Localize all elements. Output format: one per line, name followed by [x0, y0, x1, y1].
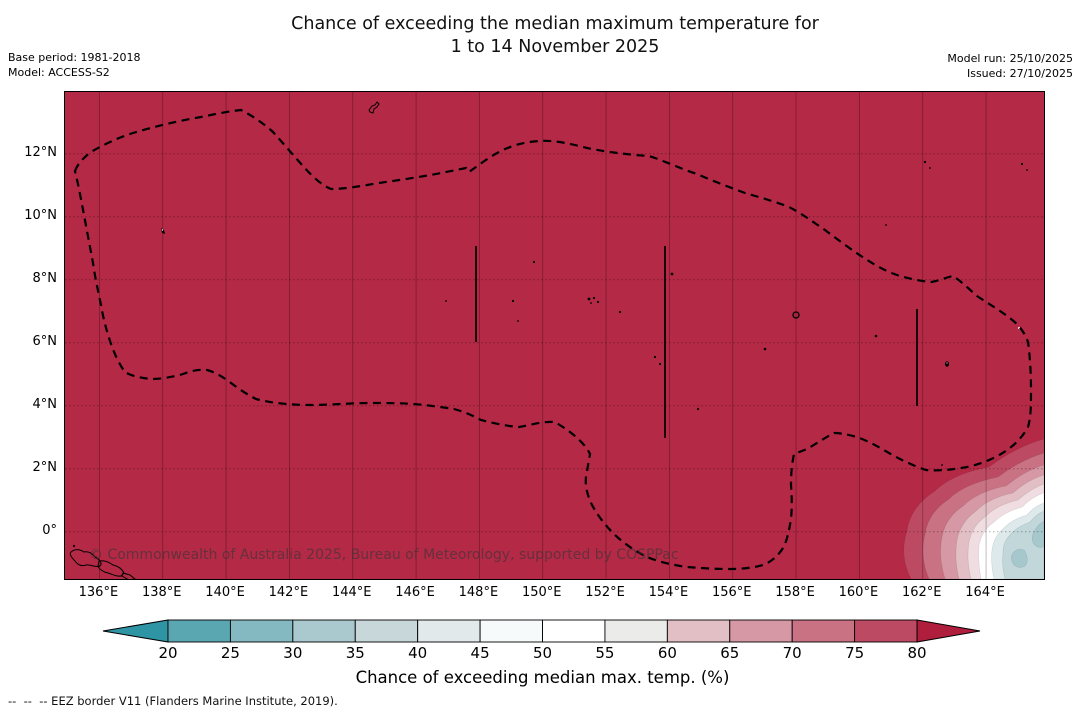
colorbar-tick-label: 65: [720, 644, 740, 662]
x-tick-label: 162°E: [901, 585, 942, 600]
colorbar-segment: [167, 619, 231, 643]
colorbar-segment: [854, 619, 918, 643]
probability-field: [65, 92, 1044, 579]
x-tick-label: 144°E: [331, 585, 372, 600]
y-tick-label: 4°N: [32, 396, 58, 412]
eez-internal-boundaries: [475, 246, 918, 438]
page-title: Chance of exceeding the median maximum t…: [0, 13, 1085, 59]
x-tick-label: 154°E: [648, 585, 689, 600]
colorbar-tick-label: 35: [345, 644, 365, 662]
x-tick-label: 138°E: [141, 585, 182, 600]
y-tick-label: 0°: [42, 522, 57, 538]
colorbar-tick-label: 75: [845, 644, 865, 662]
y-tick-label: 6°N: [32, 333, 58, 349]
colorbar-tick-label: 70: [782, 644, 802, 662]
colorbar-segment: [354, 619, 419, 643]
kosrae-island: [945, 361, 949, 367]
pohnpei-island: [792, 311, 800, 319]
eez-border-path: [73, 108, 1033, 571]
new-ireland-coastline: [69, 549, 136, 579]
x-tick-label: 148°E: [458, 585, 499, 600]
gridlines: [65, 92, 1044, 579]
colorbar-segment: [666, 619, 731, 643]
colorbar-segment: [229, 619, 294, 643]
colorbar-tick-label: 45: [470, 644, 490, 662]
colorbar-tick-label: 40: [408, 644, 428, 662]
colorbar-label: Chance of exceeding median max. temp. (%…: [355, 668, 730, 687]
colorbar-tick-label: 80: [907, 644, 927, 662]
colorbar-segment: [479, 619, 543, 643]
colorbar-tick-label: 60: [657, 644, 677, 662]
map-canvas: [65, 92, 1044, 579]
issued-label: Issued: 27/10/2025: [966, 67, 1073, 80]
x-tick-label: 160°E: [838, 585, 879, 600]
x-tick-label: 140°E: [205, 585, 245, 600]
colorbar-segment: [604, 619, 668, 643]
colorbar-tick-label: 50: [532, 644, 553, 662]
y-tick-label: 10°N: [24, 207, 57, 223]
model-label: Model: ACCESS-S2: [8, 66, 110, 79]
y-tick-label: 2°N: [32, 459, 58, 475]
x-tick-label: 152°E: [585, 585, 625, 600]
colorbar-tick-label: 20: [158, 644, 178, 662]
colorbar-segment: [729, 619, 793, 643]
island-marks: [69, 101, 1028, 579]
colorbar-segment: [292, 619, 356, 643]
colorbar-segment: [417, 619, 481, 643]
y-tick-label: 8°N: [32, 270, 58, 286]
yap-island: [161, 228, 165, 234]
title-line-1: Chance of exceeding the median maximum t…: [291, 14, 819, 34]
x-tick-label: 150°E: [521, 585, 562, 600]
meta-left: Base period: 1981-2018 Model: ACCESS-S2: [8, 50, 140, 80]
x-tick-label: 158°E: [775, 585, 815, 600]
colorbar-left-arrow: [102, 619, 169, 643]
meta-right: Model run: 25/10/2025 Issued: 27/10/2025: [947, 51, 1073, 81]
low-probability-contours: [903, 438, 1044, 579]
small-islets: [72, 160, 1028, 548]
x-tick-label: 136°E: [78, 585, 119, 600]
eez-footnote: -- -- -- EEZ border V11 (Flanders Marine…: [8, 694, 338, 708]
x-tick-label: 146°E: [395, 585, 435, 600]
model-run-label: Model run: 25/10/2025: [947, 52, 1073, 65]
colorbar-tick-label: 30: [283, 644, 303, 662]
colorbar: [102, 619, 981, 643]
x-tick-label: 164°E: [965, 585, 1005, 600]
y-tick-label: 12°N: [24, 144, 57, 160]
colorbar-tick-label: 55: [595, 644, 615, 662]
copyright-watermark: © Commonwealth of Australia 2025, Bureau…: [89, 547, 679, 563]
base-period-label: Base period: 1981-2018: [8, 51, 141, 64]
colorbar-tick-label: 25: [220, 644, 240, 662]
guam-coastline: [368, 101, 380, 114]
colorbar-right-arrow: [916, 619, 981, 643]
colorbar-segment: [542, 619, 606, 643]
title-line-2: 1 to 14 November 2025: [450, 37, 660, 57]
map-panel: © Commonwealth of Australia 2025, Bureau…: [64, 91, 1045, 580]
x-tick-label: 142°E: [268, 585, 309, 600]
colorbar-segment: [791, 619, 856, 643]
x-tick-label: 156°E: [711, 585, 752, 600]
